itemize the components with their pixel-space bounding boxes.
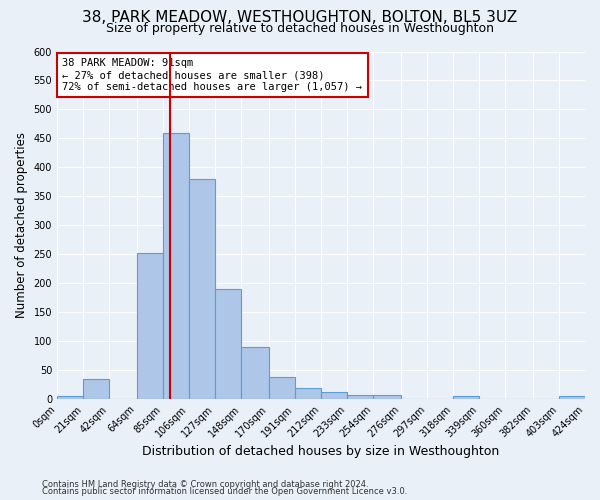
Bar — [57, 396, 83, 399]
X-axis label: Distribution of detached houses by size in Westhoughton: Distribution of detached houses by size … — [142, 444, 500, 458]
Bar — [163, 132, 189, 399]
Bar — [269, 377, 295, 399]
Text: 38, PARK MEADOW, WESTHOUGHTON, BOLTON, BL5 3UZ: 38, PARK MEADOW, WESTHOUGHTON, BOLTON, B… — [82, 10, 518, 25]
Text: Contains HM Land Registry data © Crown copyright and database right 2024.: Contains HM Land Registry data © Crown c… — [42, 480, 368, 489]
Bar — [373, 395, 401, 399]
Bar — [241, 347, 269, 399]
Bar — [137, 252, 163, 399]
Bar — [453, 396, 479, 399]
Y-axis label: Number of detached properties: Number of detached properties — [15, 132, 28, 318]
Bar — [189, 179, 215, 399]
Bar — [295, 388, 321, 399]
Bar — [321, 392, 347, 399]
Text: Contains public sector information licensed under the Open Government Licence v3: Contains public sector information licen… — [42, 488, 407, 496]
Text: Size of property relative to detached houses in Westhoughton: Size of property relative to detached ho… — [106, 22, 494, 35]
Bar — [347, 394, 373, 399]
Text: 38 PARK MEADOW: 91sqm
← 27% of detached houses are smaller (398)
72% of semi-det: 38 PARK MEADOW: 91sqm ← 27% of detached … — [62, 58, 362, 92]
Bar — [215, 289, 241, 399]
Bar — [559, 396, 585, 399]
Bar — [83, 379, 109, 399]
